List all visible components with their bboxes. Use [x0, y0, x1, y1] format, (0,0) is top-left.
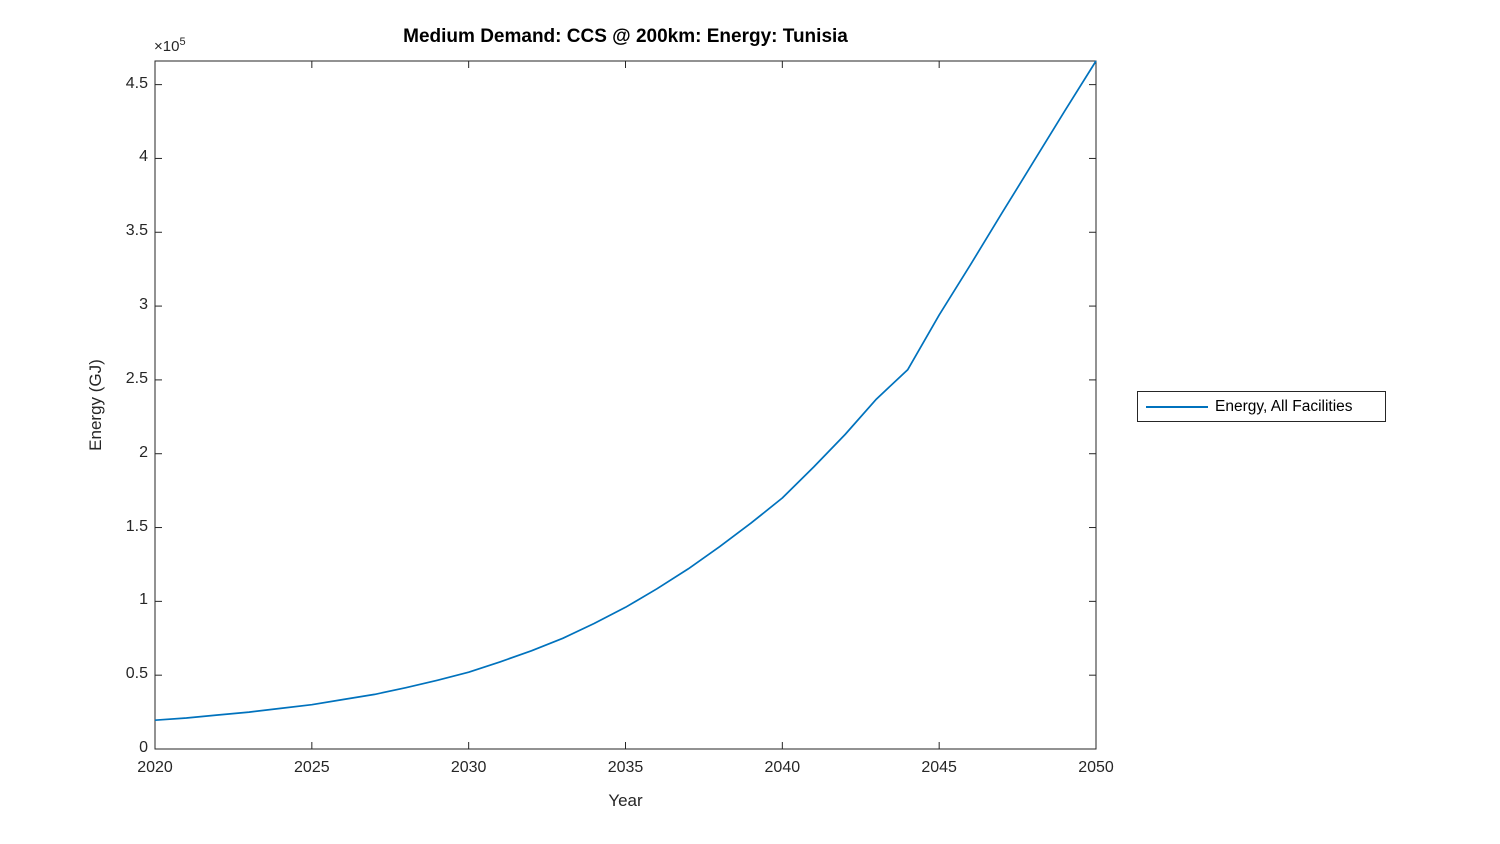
- x-tick-label: 2045: [921, 759, 957, 776]
- data-series-line: [154, 60, 1097, 722]
- x-tick-label: 2035: [607, 759, 644, 776]
- x-tick-label: 2020: [137, 759, 173, 776]
- y-axis-multiplier-base: ×10: [154, 38, 180, 55]
- y-tick-label: 1: [139, 591, 148, 609]
- y-tick-label: 0.5: [125, 665, 148, 683]
- x-tick-label: 2050: [1078, 759, 1114, 776]
- axes-box: [154, 60, 1097, 750]
- y-tick-label: 3: [139, 296, 148, 314]
- legend-label: Energy, All Facilities: [1215, 397, 1353, 415]
- y-tick-label: 4: [139, 148, 148, 166]
- y-axis-multiplier: ×105: [154, 36, 186, 55]
- x-tick-label: 2030: [450, 759, 487, 776]
- y-tick-label: 4.5: [125, 74, 148, 92]
- y-tick-label: 1.5: [125, 517, 148, 535]
- x-axis-label: Year: [608, 791, 643, 810]
- y-tick-label: 2.5: [125, 369, 148, 387]
- legend-line-sample: [1146, 405, 1208, 408]
- y-tick-label: 2: [139, 443, 148, 461]
- y-tick-label: 3.5: [125, 222, 148, 240]
- chart-title: Medium Demand: CCS @ 200km: Energy: Tuni…: [403, 26, 848, 47]
- y-tick-label: 0: [139, 739, 148, 756]
- x-tick-label: 2025: [294, 759, 330, 776]
- x-tick-label: 2040: [764, 759, 801, 776]
- y-axis-multiplier-exponent: 5: [179, 36, 186, 48]
- legend: Energy, All Facilities: [1137, 391, 1386, 422]
